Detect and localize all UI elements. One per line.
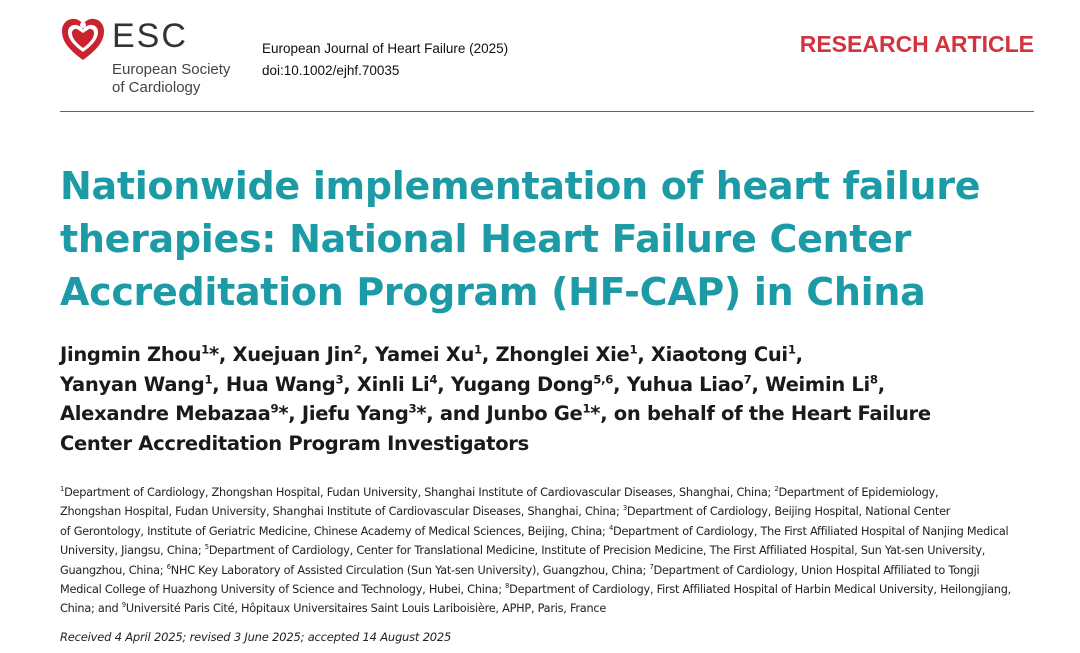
author-line: Alexandre Mebazaa9*, Jiefu Yang3*, and J… [60, 399, 931, 429]
text-segment: , Yamei Xu [361, 343, 475, 366]
logo-society-name: European Society of Cardiology [112, 61, 230, 97]
doi[interactable]: doi:10.1002/ejhf.70035 [262, 63, 400, 78]
title-line: therapies: National Heart Failure Center [60, 217, 912, 261]
affiliation-line: China; and 9Université Paris Cité, Hôpit… [60, 599, 1011, 618]
text-segment: Department of Cardiology, First Affiliat… [509, 583, 1011, 597]
text-segment: *, Xuejuan Jin [209, 343, 354, 366]
society-line: European Society [112, 61, 231, 78]
text-segment: NHC Key Laboratory of Assisted Circulati… [170, 563, 650, 577]
author-line: Center Accreditation Program Investigato… [60, 429, 931, 459]
text-segment: Guangzhou, China; [60, 563, 167, 577]
superscript: 8 [505, 582, 510, 591]
affiliations: 1Department of Cardiology, Zhongshan Hos… [60, 483, 1011, 619]
text-segment: University, Jiangsu, China; [60, 544, 205, 558]
text-segment: Department of Cardiology, Beijing Hospit… [626, 505, 951, 519]
text-segment: Department of Cardiology, The First Affi… [613, 524, 1009, 538]
text-segment: *, on behalf of the Heart Failure [590, 402, 931, 425]
text-segment: , Yugang Dong [437, 372, 594, 396]
affiliation-line: Guangzhou, China; 6NHC Key Laboratory of… [60, 561, 1011, 580]
text-segment: , [795, 343, 803, 366]
heart-logo-icon [62, 18, 104, 60]
superscript: 1 [582, 401, 591, 416]
superscript: 6 [166, 562, 171, 571]
superscript: 3 [408, 401, 417, 416]
title-line: Accreditation Program (HF-CAP) in China [60, 270, 926, 314]
text-segment: *, and Junbo Ge [416, 402, 583, 425]
society-line: of Cardiology [112, 79, 201, 96]
superscript: 1 [787, 342, 796, 357]
header-divider [60, 111, 1034, 112]
text-segment: , Xiaotong Cui [637, 343, 788, 366]
superscript: 4 [608, 524, 613, 533]
text-segment: of Gerontology, Institute of Geriatric M… [60, 524, 609, 538]
text-segment: Alexandre Mebazaa [60, 402, 271, 425]
superscript: 5,6 [593, 372, 614, 386]
text-segment: Zhongshan Hospital, Fudan University, Sh… [60, 505, 623, 519]
article-title: Nationwide implementation of heart failu… [60, 160, 1040, 319]
superscript: 5 [204, 543, 209, 552]
text-segment: China; and [60, 602, 122, 616]
text-segment: Medical College of Huazhong University o… [60, 583, 506, 597]
superscript: 2 [353, 342, 362, 357]
text-segment: Yanyan Wang [60, 372, 205, 396]
author-line: Yanyan Wang1, Hua Wang3, Xinli Li4, Yuga… [60, 370, 931, 400]
superscript: 4 [429, 372, 438, 386]
superscript: 3 [335, 372, 344, 386]
superscript: 1 [201, 342, 209, 357]
esc-logo: ESC European Society of Cardiology [60, 17, 260, 97]
affiliation-line: Zhongshan Hospital, Fudan University, Sh… [60, 502, 1011, 521]
affiliation-line: Medical College of Huazhong University o… [60, 580, 1011, 599]
text-segment: Center Accreditation Program Investigato… [60, 431, 529, 455]
text-segment: Department of Epidemiology, [778, 486, 939, 499]
submission-dates: Received 4 April 2025; revised 3 June 20… [60, 630, 452, 644]
text-segment: Université Paris Cité, Hôpitaux Universi… [125, 602, 607, 616]
text-segment: *, Jiefu Yang [278, 402, 409, 425]
superscript: 2 [774, 485, 779, 494]
text-segment: , Zhonglei Xie [481, 343, 630, 366]
affiliation-line: of Gerontology, Institute of Geriatric M… [60, 522, 1011, 541]
text-segment: , [877, 372, 885, 396]
text-segment: Department of Cardiology, Zhongshan Hosp… [64, 486, 775, 499]
author-line: Jingmin Zhou1*, Xuejuan Jin2, Yamei Xu1,… [60, 340, 931, 370]
article-type: RESEARCH ARTICLE [799, 31, 1034, 57]
superscript: 1 [204, 372, 213, 386]
text-segment: , Yuhua Liao [613, 372, 744, 396]
text-segment: , Xinli Li [343, 372, 430, 396]
text-segment: Department of Cardiology, Center for Tra… [208, 544, 986, 558]
affiliation-line: 1Department of Cardiology, Zhongshan Hos… [60, 483, 1011, 502]
journal-name: European Journal of Heart Failure (2025) [262, 41, 509, 56]
text-segment: , Weimin Li [751, 372, 871, 396]
text-segment: , Hua Wang [212, 372, 336, 396]
superscript: 1 [629, 342, 638, 357]
superscript: 7 [743, 372, 752, 386]
logo-acronym: ESC [112, 17, 188, 55]
superscript: 9 [270, 401, 279, 416]
title-line: Nationwide implementation of heart failu… [60, 164, 981, 208]
superscript: 8 [869, 372, 878, 386]
superscript: 1 [60, 485, 65, 494]
affiliation-line: University, Jiangsu, China; 5Department … [60, 541, 1011, 560]
text-segment: Jingmin Zhou [60, 343, 202, 366]
superscript: 1 [474, 342, 482, 357]
text-segment: Department of Cardiology, Union Hospital… [653, 563, 980, 577]
author-list: Jingmin Zhou1*, Xuejuan Jin2, Yamei Xu1,… [60, 340, 931, 458]
journal-info: European Journal of Heart Failure (2025)… [262, 38, 508, 82]
superscript: 3 [622, 504, 627, 513]
superscript: 7 [649, 562, 654, 571]
superscript: 9 [121, 601, 126, 610]
